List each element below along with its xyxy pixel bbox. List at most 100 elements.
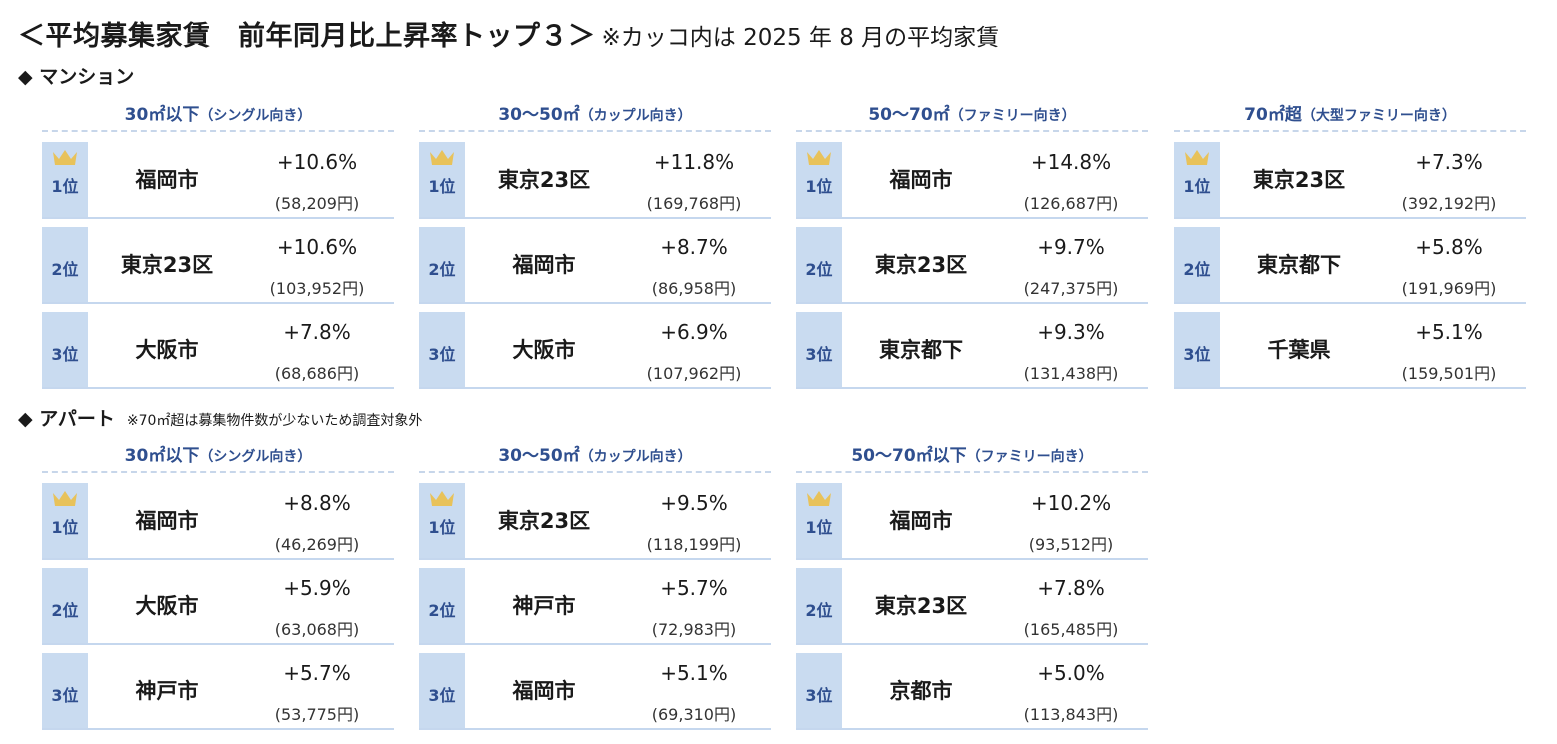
average-rent: (113,843円) (1023, 705, 1119, 724)
average-rent: (58,209円) (274, 194, 360, 213)
city-name: 大阪市 (512, 338, 576, 362)
rank-label: 3位 (428, 345, 456, 364)
increase-rate: +7.8% (283, 320, 351, 344)
average-rent: (46,269円) (274, 535, 360, 554)
average-rent: (86,958円) (651, 279, 737, 298)
rank-badge: 3位 (42, 312, 88, 387)
rank-badge: 2位 (42, 227, 88, 302)
increase-rate: +5.0% (1037, 661, 1105, 685)
average-rent: (126,687円) (1023, 194, 1119, 213)
section-mansion-heading: ◆ マンション (18, 62, 134, 89)
city-name: 東京23区 (874, 594, 968, 618)
average-rent: (169,768円) (646, 194, 742, 213)
increase-rate: +8.7% (660, 235, 728, 259)
increase-rate: +5.7% (283, 661, 351, 685)
ranking-row: 2位 東京都下 +5.8% (191,969円) (1174, 227, 1526, 304)
rank-label: 1位 (428, 518, 456, 537)
average-rent: (72,983円) (651, 620, 737, 639)
city-name: 東京都下 (879, 338, 963, 362)
ranking-row: 2位 東京23区 +7.8% (165,485円) (796, 568, 1148, 645)
ranking-row: 3位 千葉県 +5.1% (159,501円) (1174, 312, 1526, 389)
group-target: （カップル向き） (579, 108, 692, 124)
ranking-row: 3位 東京都下 +9.3% (131,438円) (796, 312, 1148, 389)
average-rent: (93,512円) (1028, 535, 1114, 554)
city-name: 東京都下 (1257, 253, 1341, 277)
city-name: 東京23区 (874, 253, 968, 277)
rank-badge: 2位 (1174, 227, 1220, 302)
group-heading: 30～50㎡（カップル向き） (419, 100, 771, 132)
group-target: （シングル向き） (199, 449, 312, 465)
rank-label: 1位 (428, 177, 456, 196)
ranking-row: 1位 東京23区 +9.5% (118,199円) (419, 483, 771, 560)
rank-badge: 2位 (796, 227, 842, 302)
increase-rate: +9.5% (660, 491, 728, 515)
average-rent: (107,962円) (646, 364, 742, 383)
ranking-row: 2位 東京23区 +10.6% (103,952円) (42, 227, 394, 304)
average-rent: (68,686円) (274, 364, 360, 383)
group-target: （シングル向き） (199, 108, 312, 124)
average-rent: (53,775円) (274, 705, 360, 724)
average-rent: (247,375円) (1023, 279, 1119, 298)
rank-label: 3位 (1183, 345, 1211, 364)
section-apart-note: ※70㎡超は募集物件数が少ないため調査対象外 (126, 413, 423, 429)
average-rent: (165,485円) (1023, 620, 1119, 639)
rank-badge: 3位 (419, 312, 465, 387)
crown-icon (430, 150, 454, 165)
ranking-row: 2位 福岡市 +8.7% (86,958円) (419, 227, 771, 304)
ranking-row: 2位 東京23区 +9.7% (247,375円) (796, 227, 1148, 304)
crown-icon (807, 150, 831, 165)
average-rent: (103,952円) (269, 279, 365, 298)
city-name: 東京23区 (497, 509, 591, 533)
city-name: 東京23区 (1252, 168, 1346, 192)
average-rent: (63,068円) (274, 620, 360, 639)
ranking-group: 70㎡超（大型ファミリー向き） 1位 東京23区 +7.3% (392,192円) 2位 東… (1174, 100, 1526, 389)
group-size: 30～50㎡ (498, 105, 580, 125)
city-name: 神戸市 (512, 594, 576, 618)
group-heading: 70㎡超（大型ファミリー向き） (1174, 100, 1526, 132)
rank-badge: 3位 (42, 653, 88, 728)
city-name: 福岡市 (135, 168, 199, 192)
ranking-group: 30～50㎡（カップル向き） 1位 東京23区 +9.5% (118,199円) 2位 神戸… (419, 441, 771, 730)
ranking-group: 50～70㎡（ファミリー向き） 1位 福岡市 +14.8% (126,687円) 2位 東京… (796, 100, 1148, 389)
ranking-row: 1位 福岡市 +10.2% (93,512円) (796, 483, 1148, 560)
rank-label: 3位 (51, 686, 79, 705)
increase-rate: +8.8% (283, 491, 351, 515)
rank-badge: 1位 (1174, 142, 1220, 217)
title-note: ※カッコ内は 2025 年 8 月の平均家賃 (601, 25, 1000, 51)
section-apart-heading: ◆ アパート ※70㎡超は募集物件数が少ないため調査対象外 (18, 404, 422, 431)
average-rent: (131,438円) (1023, 364, 1119, 383)
group-target: （カップル向き） (579, 449, 692, 465)
ranking-group: 30～50㎡（カップル向き） 1位 東京23区 +11.8% (169,768円) 2位 福… (419, 100, 771, 389)
rank-badge: 2位 (796, 568, 842, 643)
ranking-row: 3位 京都市 +5.0% (113,843円) (796, 653, 1148, 730)
group-heading: 30㎡以下（シングル向き） (42, 441, 394, 473)
title-main: ＜平均募集家賃 前年同月比上昇率トップ３＞ (18, 21, 596, 52)
increase-rate: +10.6% (276, 150, 358, 174)
rank-badge: 1位 (42, 142, 88, 217)
group-size: 30㎡以下 (124, 105, 200, 125)
rank-badge: 3位 (1174, 312, 1220, 387)
average-rent: (392,192円) (1401, 194, 1497, 213)
ranking-row: 2位 神戸市 +5.7% (72,983円) (419, 568, 771, 645)
ranking-row: 3位 大阪市 +7.8% (68,686円) (42, 312, 394, 389)
ranking-row: 3位 大阪市 +6.9% (107,962円) (419, 312, 771, 389)
city-name: 神戸市 (135, 679, 199, 703)
increase-rate: +11.8% (653, 150, 735, 174)
rank-badge: 3位 (419, 653, 465, 728)
group-size: 30㎡以下 (124, 446, 200, 466)
crown-icon (1185, 150, 1209, 165)
rank-badge: 1位 (42, 483, 88, 558)
ranking-group: 30㎡以下（シングル向き） 1位 福岡市 +8.8% (46,269円) 2位 大阪市 +5.… (42, 441, 394, 730)
city-name: 福岡市 (135, 509, 199, 533)
rank-label: 3位 (805, 686, 833, 705)
rank-badge: 3位 (796, 312, 842, 387)
increase-rate: +5.7% (660, 576, 728, 600)
ranking-row: 2位 大阪市 +5.9% (63,068円) (42, 568, 394, 645)
group-size: 50～70㎡以下 (851, 446, 967, 466)
rank-label: 1位 (805, 177, 833, 196)
increase-rate: +14.8% (1030, 150, 1112, 174)
city-name: 東京23区 (120, 253, 214, 277)
section-mansion-label: ◆ マンション (18, 66, 135, 88)
rank-badge: 1位 (419, 483, 465, 558)
crown-icon (53, 491, 77, 506)
